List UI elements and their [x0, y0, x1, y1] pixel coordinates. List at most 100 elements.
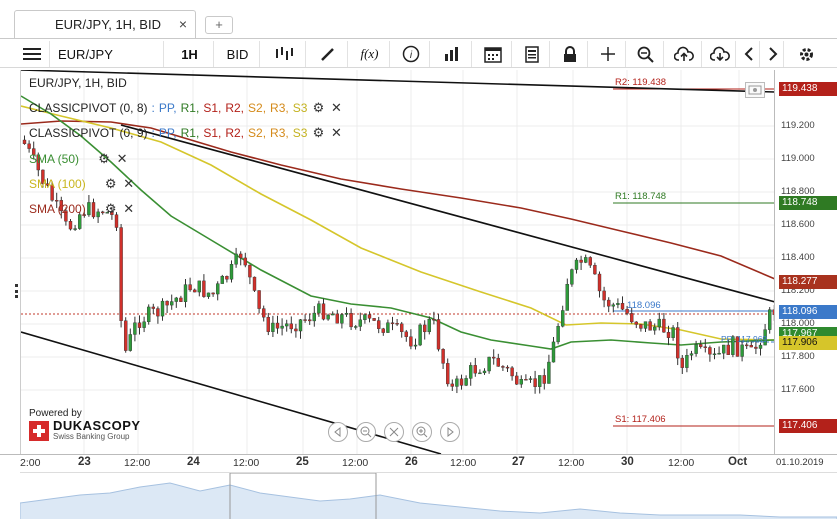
- brand-sub: Swiss Banking Group: [53, 432, 130, 441]
- template-button[interactable]: [514, 41, 550, 67]
- candle: [377, 320, 381, 329]
- menu-button[interactable]: [14, 41, 50, 67]
- candle: [409, 336, 413, 347]
- period-selector[interactable]: 1H: [166, 41, 214, 67]
- gear-icon[interactable]: ⚙: [104, 176, 117, 191]
- price-axis[interactable]: 119.200 119.000 118.800 118.600 118.400 …: [774, 70, 837, 454]
- sma100-price-label: 117.906: [779, 336, 837, 350]
- candle: [349, 312, 353, 328]
- candle: [133, 322, 137, 335]
- zoom-button[interactable]: [628, 41, 664, 67]
- candle: [234, 253, 238, 265]
- scroll-left-button[interactable]: [738, 41, 760, 67]
- sma100-label: SMA (100): [29, 177, 86, 191]
- pivot1-s3: S3: [292, 101, 308, 115]
- candle: [510, 367, 514, 377]
- candle: [754, 346, 758, 349]
- candle: [450, 383, 454, 387]
- candle: [524, 379, 528, 381]
- snapshot-button[interactable]: [745, 82, 765, 98]
- close-icon[interactable]: ✕: [123, 201, 135, 216]
- candle: [459, 378, 464, 386]
- close-icon[interactable]: ×: [178, 16, 187, 32]
- chart-tab[interactable]: EUR/JPY, 1H, BID ×: [14, 10, 196, 38]
- drawing-tool-button[interactable]: [308, 41, 348, 67]
- price-tick: 118.200: [781, 285, 815, 296]
- legend-sma100: SMA (100) ⚙ ✕: [29, 176, 136, 192]
- zoom-in-button[interactable]: [412, 422, 432, 442]
- candle: [215, 283, 220, 295]
- crosshair-button[interactable]: [590, 41, 626, 67]
- side-selector[interactable]: BID: [216, 41, 260, 67]
- price-tick: 119.200: [781, 120, 815, 131]
- add-tab-button[interactable]: +: [205, 16, 233, 34]
- zoom-in-icon: [416, 426, 428, 438]
- settings-button[interactable]: [788, 41, 824, 67]
- brand-name: DUKASCOPY: [53, 418, 141, 433]
- trendline-top[interactable]: [21, 70, 775, 93]
- gear-icon[interactable]: ⚙: [98, 151, 110, 166]
- navigator[interactable]: [19, 472, 837, 519]
- candle: [404, 331, 408, 337]
- close-icon[interactable]: ✕: [116, 151, 128, 166]
- candle: [482, 370, 487, 374]
- document-icon: [524, 45, 539, 63]
- hamburger-icon: [22, 48, 41, 60]
- trendline-middle[interactable]: [120, 124, 775, 303]
- candle: [50, 185, 54, 201]
- gear-icon[interactable]: ⚙: [104, 201, 117, 216]
- candle: [561, 310, 565, 327]
- upload-button[interactable]: [666, 41, 702, 67]
- info-button[interactable]: i: [392, 41, 430, 67]
- close-icon[interactable]: ✕: [123, 176, 135, 191]
- zoom-out-button[interactable]: [356, 422, 376, 442]
- candle: [473, 365, 477, 374]
- tab-title: EUR/JPY, 1H, BID: [55, 17, 161, 32]
- candle: [317, 303, 321, 314]
- download-button[interactable]: [704, 41, 736, 67]
- swiss-cross-icon: [29, 420, 49, 441]
- powered-by: Powered by: [29, 408, 82, 419]
- scroll-right-button[interactable]: [762, 41, 784, 67]
- indicators-button[interactable]: f(x): [350, 41, 390, 67]
- candle: [294, 328, 298, 332]
- sma50-line[interactable]: [21, 95, 775, 350]
- time-tick: 12:00: [668, 457, 695, 469]
- gear-icon: [799, 47, 813, 61]
- candle: [372, 318, 376, 321]
- candle: [271, 322, 275, 332]
- candle: [96, 211, 100, 218]
- time-axis[interactable]: 2:00 23 12:00 24 12:00 25 12:00 26 12:00…: [0, 454, 837, 472]
- lock-button[interactable]: [552, 41, 588, 67]
- pan-right-button[interactable]: [440, 422, 460, 442]
- gear-icon[interactable]: ⚙: [312, 125, 325, 140]
- gear-icon[interactable]: ⚙: [312, 100, 325, 115]
- sma100-line[interactable]: [21, 105, 775, 341]
- navigator-window[interactable]: [229, 472, 377, 519]
- price-tick: 119.000: [781, 153, 815, 164]
- drag-handle[interactable]: [15, 284, 18, 298]
- zoom-out-icon: [360, 426, 372, 438]
- time-tick: 27: [512, 456, 525, 468]
- candle: [565, 284, 569, 311]
- sma200-line[interactable]: [21, 120, 775, 280]
- calendar-icon: [483, 46, 502, 63]
- fit-button[interactable]: [384, 422, 404, 442]
- candle: [634, 321, 638, 325]
- time-tick: 30: [621, 456, 634, 468]
- candles[interactable]: [22, 135, 775, 394]
- chart-area[interactable]: EUR/JPY, 1H, BID CLASSICPIVOT (0, 8) : P…: [20, 70, 775, 454]
- candle: [257, 290, 261, 309]
- volume-button[interactable]: [432, 41, 472, 67]
- instrument-selector[interactable]: EUR/JPY: [52, 41, 164, 67]
- pan-left-button[interactable]: [328, 422, 348, 442]
- chart-type-button[interactable]: [262, 41, 306, 67]
- close-icon[interactable]: ✕: [330, 100, 342, 115]
- candle: [211, 292, 215, 295]
- candle: [436, 319, 441, 350]
- calendar-button[interactable]: [474, 41, 512, 67]
- candle: [671, 327, 675, 338]
- close-icon[interactable]: ✕: [330, 125, 342, 140]
- candle: [620, 303, 625, 310]
